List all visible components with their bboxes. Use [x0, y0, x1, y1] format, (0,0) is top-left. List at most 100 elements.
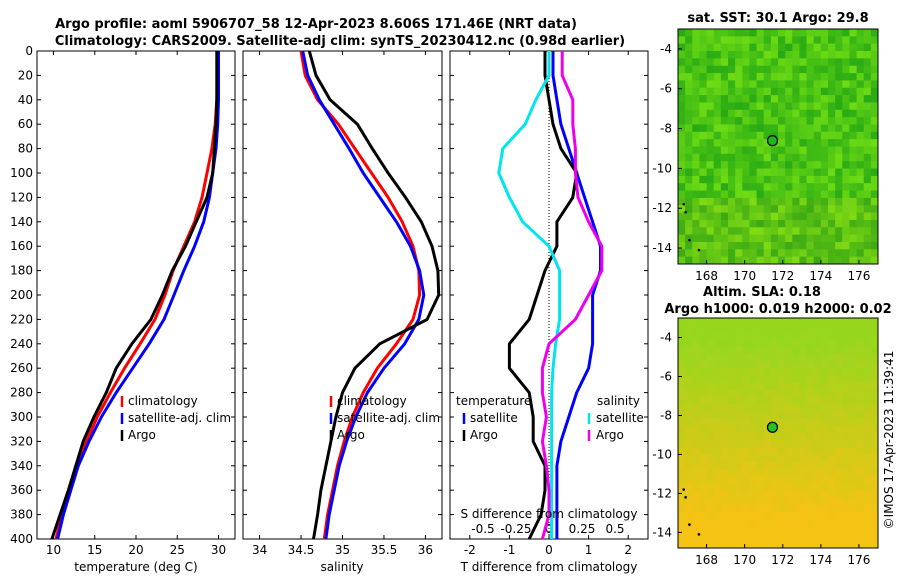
map-cell	[813, 131, 822, 140]
map-cell	[720, 540, 729, 549]
map-cell	[849, 440, 857, 448]
map-cell	[842, 476, 850, 484]
map-cell	[856, 497, 865, 506]
map-cell	[835, 433, 843, 441]
map-cell	[856, 146, 865, 155]
map-cell	[863, 353, 872, 362]
map-cell	[792, 468, 800, 477]
map-cell	[820, 131, 829, 140]
map-cell	[820, 361, 829, 369]
map-cell	[742, 389, 750, 398]
map-cell	[806, 175, 815, 184]
map-cell	[856, 483, 865, 491]
map-xtick-label: 174	[809, 269, 832, 283]
map-cell	[699, 483, 707, 491]
map-cell	[792, 153, 800, 162]
map-cell	[742, 325, 750, 333]
map-cell	[835, 519, 843, 527]
map-cell	[756, 533, 765, 542]
island-dot	[684, 496, 687, 499]
map-cell	[756, 433, 765, 441]
map-cell	[706, 533, 715, 542]
map-cell	[870, 353, 879, 362]
map-cell	[778, 219, 786, 228]
map-cell	[842, 318, 850, 326]
sal-xlabel: salinity	[320, 560, 363, 574]
map-cell	[792, 440, 800, 448]
map-cell	[728, 389, 736, 398]
map-cell	[792, 256, 800, 265]
sla-map-title-2: Argo h1000: 0.019 h2000: 0.02	[664, 302, 891, 317]
xtick-label: 0	[545, 543, 553, 557]
map-cell	[742, 87, 750, 96]
ytick-label: 280	[10, 386, 33, 400]
map-cell	[792, 461, 800, 470]
map-cell	[835, 397, 843, 405]
map-cell	[720, 332, 729, 340]
map-cell	[806, 65, 815, 74]
map-cell	[806, 361, 815, 369]
map-cell	[678, 109, 686, 118]
map-cell	[763, 353, 772, 362]
map-cell	[856, 325, 865, 333]
map-cell	[770, 526, 779, 535]
map-cell	[720, 95, 729, 103]
map-cell	[806, 168, 815, 177]
map-cell	[735, 440, 743, 448]
map-cell	[756, 468, 765, 477]
map-cell	[692, 490, 700, 499]
map-cell	[792, 346, 800, 355]
map-cell	[785, 418, 793, 427]
map-cell	[770, 168, 779, 177]
map-cell	[835, 102, 843, 111]
map-cell	[870, 519, 879, 527]
map-cell	[870, 411, 879, 420]
map-cell	[728, 440, 736, 448]
xtick-label: 35	[335, 543, 350, 557]
map-cell	[728, 512, 736, 520]
map-cell	[835, 241, 843, 250]
map-cell	[799, 43, 807, 52]
map-cell	[742, 227, 750, 236]
map-cell	[828, 212, 836, 221]
map-cell	[742, 533, 750, 542]
map-cell	[799, 440, 807, 448]
map-cell	[713, 418, 722, 427]
map-cell	[856, 249, 865, 258]
series-line-salinity-satellite	[497, 51, 562, 539]
map-cell	[792, 73, 800, 81]
map-cell	[678, 332, 686, 340]
map-cell	[828, 29, 836, 37]
map-cell	[692, 382, 700, 391]
map-cell	[678, 249, 686, 258]
map-cell	[792, 404, 800, 412]
map-cell	[835, 146, 843, 155]
map-cell	[763, 540, 772, 549]
map-cell	[806, 146, 815, 155]
map-cell	[706, 197, 715, 206]
map-cell	[713, 205, 722, 213]
map-cell	[749, 332, 757, 340]
map-cell	[720, 339, 729, 348]
map-cell	[770, 411, 779, 420]
map-cell	[763, 234, 772, 243]
map-cell	[813, 476, 822, 484]
map-cell	[849, 540, 857, 549]
map-cell	[828, 318, 836, 326]
map-cell	[692, 504, 700, 513]
map-cell	[828, 109, 836, 118]
map-cell	[699, 219, 707, 228]
map-cell	[770, 368, 779, 376]
map-cell	[685, 389, 693, 398]
map-cell	[835, 219, 843, 228]
map-cell	[785, 227, 793, 236]
map-cell	[828, 425, 836, 434]
map-cell	[749, 368, 757, 376]
map-cell	[785, 497, 793, 506]
map-cell	[820, 58, 829, 67]
map-cell	[749, 234, 757, 243]
map-cell	[735, 447, 743, 455]
map-cell	[685, 476, 693, 484]
map-cell	[828, 51, 836, 59]
map-cell	[792, 227, 800, 236]
